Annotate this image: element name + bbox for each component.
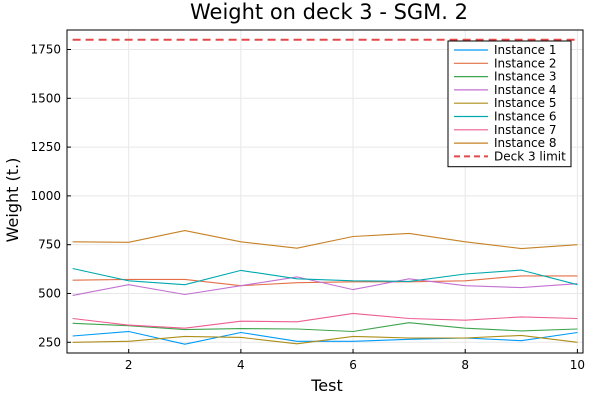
legend-label: Instance 6 [494, 110, 557, 124]
y-tick-label: 1250 [30, 140, 61, 154]
y-tick-label: 1750 [30, 43, 61, 57]
x-tick-label: 4 [237, 358, 245, 372]
y-axis-label: Weight (t.) [3, 158, 22, 243]
x-tick-label: 2 [125, 358, 133, 372]
x-axis-label: Test [310, 376, 343, 395]
chart-title: Weight on deck 3 - SGM. 2 [190, 0, 468, 24]
y-axis: 250 500 750 1000 1250 1500 1750 [30, 43, 71, 349]
y-tick-label: 1000 [30, 189, 61, 203]
series-line-1 [72, 330, 578, 345]
y-tick-label: 250 [38, 335, 61, 349]
legend-label: Deck 3 limit [494, 149, 566, 163]
y-tick-label: 750 [38, 238, 61, 252]
legend-label: Instance 4 [494, 83, 557, 97]
series-lines [72, 38, 578, 345]
series-line-2 [72, 275, 578, 287]
series-line-3 [72, 322, 578, 333]
x-tick-label: 10 [570, 358, 585, 372]
x-tick-label: 6 [349, 358, 357, 372]
series-line-6 [72, 267, 578, 286]
series-line-7 [72, 312, 578, 329]
y-tick-label: 1500 [30, 91, 61, 105]
legend-label: Instance 5 [494, 96, 557, 110]
plot-frame [66, 29, 584, 354]
legend-label: Instance 7 [494, 123, 557, 137]
legend-label: Instance 3 [494, 70, 557, 84]
series-line-4 [72, 276, 578, 296]
x-axis: 2 4 6 8 10 [125, 349, 585, 372]
y-tick-label: 500 [38, 286, 61, 300]
legend-box [447, 40, 572, 168]
x-tick-label: 8 [461, 358, 469, 372]
series-line-5 [72, 334, 578, 345]
legend-label: Instance 1 [494, 43, 557, 57]
series-line-8 [72, 230, 578, 250]
legend-label: Instance 8 [494, 136, 557, 150]
legend-label: Instance 2 [494, 56, 557, 70]
